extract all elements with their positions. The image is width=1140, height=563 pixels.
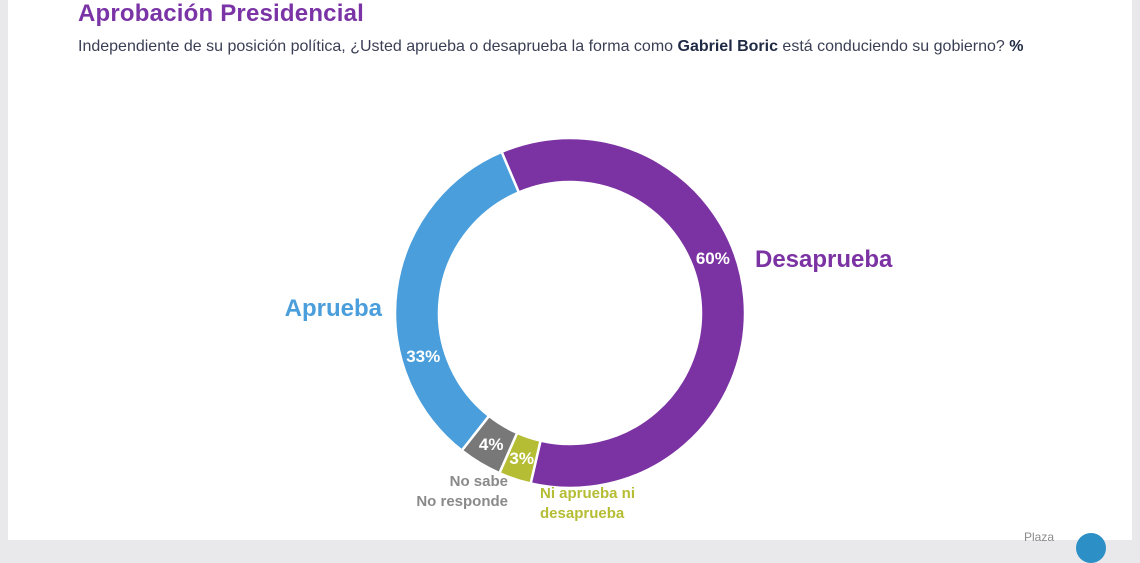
category-label-desaprueba: Desaprueba: [755, 246, 893, 273]
slice-desaprueba: [499, 136, 747, 490]
brand-logo-icon: [1076, 533, 1106, 563]
subtitle-president-name: Gabriel Boric: [677, 38, 778, 55]
value-label-desaprueba: 60%: [696, 249, 730, 268]
brand-logo-text: Plaza: [1024, 530, 1055, 544]
value-label-ni-aprueba-ni-desaprueba: 3%: [509, 449, 534, 468]
donut-chart: 60% Desaprueba 3% Ni aprueba ni desaprueba 4%…: [285, 136, 893, 522]
value-label-aprueba: 33%: [406, 347, 440, 366]
subtitle-unit: %: [1009, 38, 1024, 55]
category-label-no-sabe-no-responde: No sabe No responde: [416, 473, 508, 510]
value-label-no-sabe-no-responde: 4%: [479, 435, 504, 454]
category-label-ni-aprueba-ni-desaprueba: Ni aprueba ni desaprueba: [540, 485, 635, 522]
category-label-aprueba: Aprueba: [285, 295, 383, 322]
slice-aprueba: [393, 150, 521, 453]
slide: Aprobación Presidencial Independiente de…: [8, 0, 1132, 563]
subtitle-question-end: está conduciendo su gobierno?: [777, 38, 1010, 55]
subtitle-question-start: Independiente de su posición política, ¿…: [78, 38, 678, 55]
chart-subtitle: Independiente de su posición política, ¿…: [78, 36, 1078, 57]
chart-title: Aprobación Presidencial: [78, 0, 365, 27]
